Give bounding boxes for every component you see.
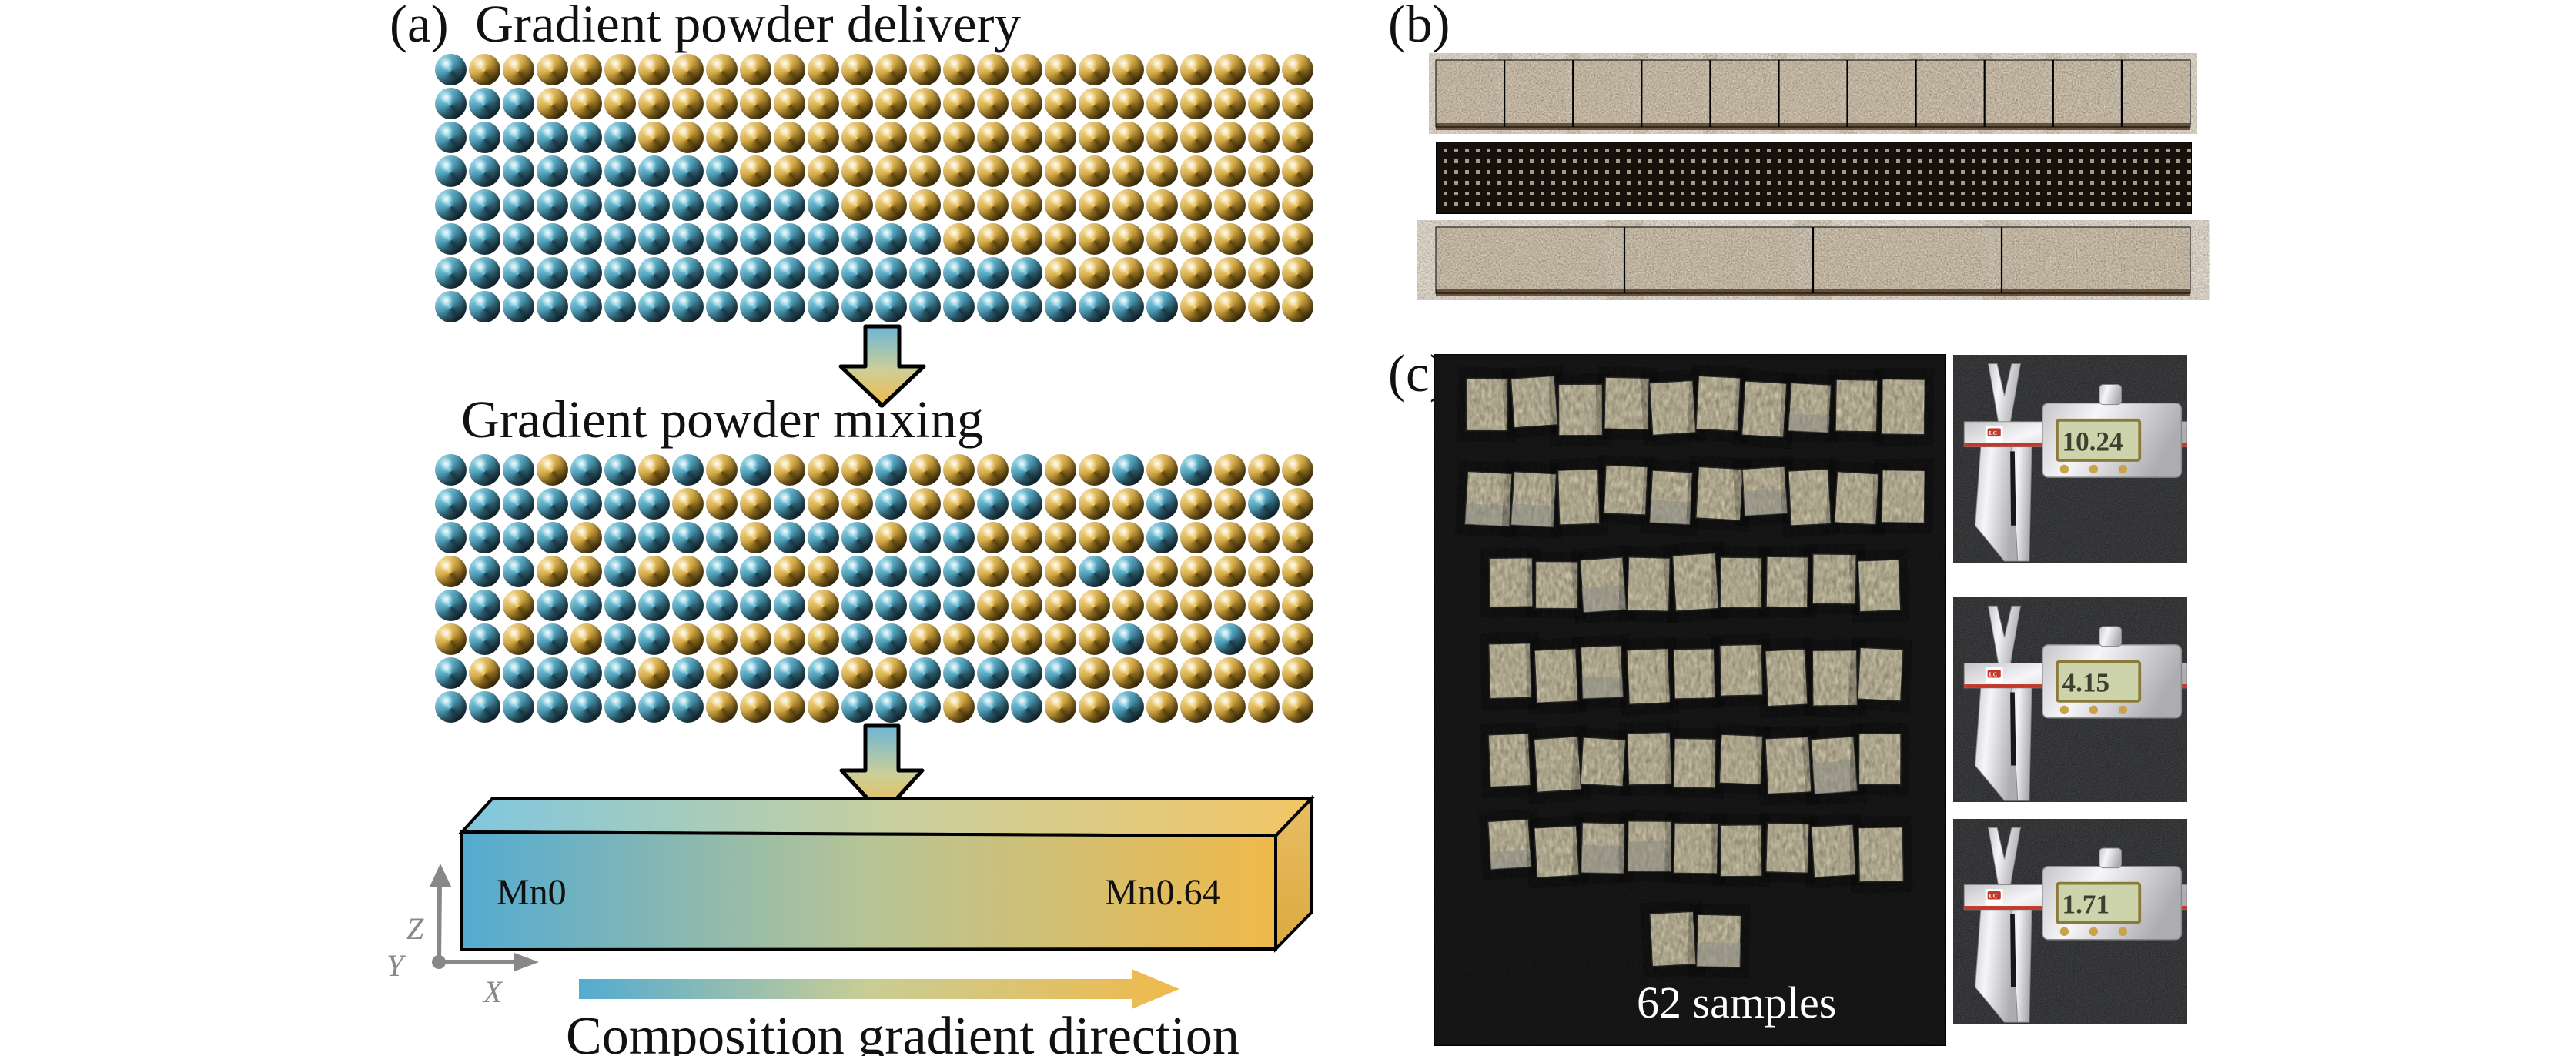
svg-text:1.71: 1.71: [2062, 890, 2110, 920]
svg-text:LC: LC: [1989, 429, 1998, 436]
svg-text:4.15: 4.15: [2062, 668, 2110, 698]
svg-text:LC: LC: [1989, 671, 1998, 678]
svg-text:LC: LC: [1989, 893, 1998, 900]
svg-text:Mn0.64: Mn0.64: [1105, 872, 1221, 913]
svg-text:Z: Z: [406, 911, 424, 946]
svg-text:10.24: 10.24: [2062, 426, 2123, 456]
svg-text:Y: Y: [386, 948, 406, 983]
svg-text:X: X: [482, 974, 503, 1009]
